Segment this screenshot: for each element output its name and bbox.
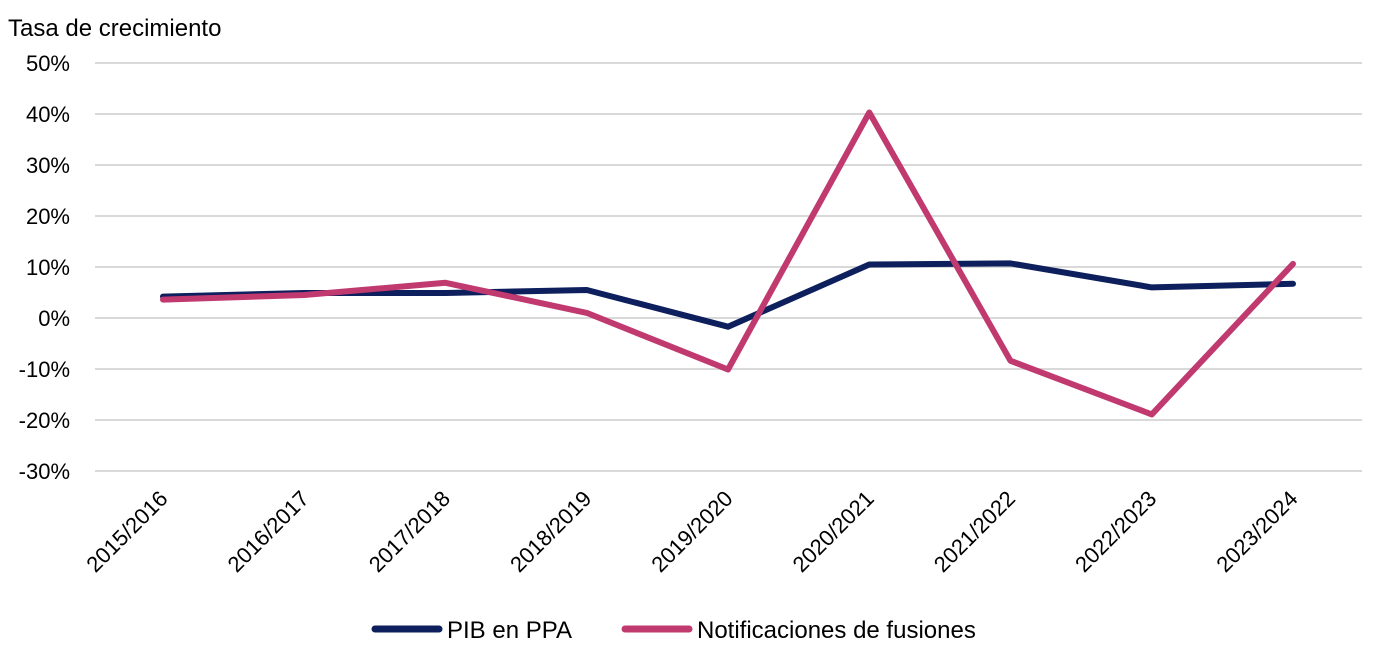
y-tick-label: 20% — [26, 204, 70, 229]
x-tick-label: 2015/2016 — [81, 486, 172, 577]
legend-label: Notificaciones de fusiones — [697, 617, 976, 644]
legend-label: PIB en PPA — [447, 617, 572, 644]
series-line-2 — [160, 109, 1296, 418]
x-tick-label: 2019/2020 — [646, 486, 737, 577]
series-lines — [160, 109, 1296, 418]
x-tick-label: 2020/2021 — [788, 486, 879, 577]
x-tick-label: 2016/2017 — [223, 486, 314, 577]
x-tick-label: 2022/2023 — [1070, 486, 1161, 577]
x-tick-labels: 2015/2016 2016/2017 2017/2018 2018/2019 2019… — [81, 486, 1302, 577]
y-tick-label: -10% — [19, 357, 70, 382]
y-tick-label: 10% — [26, 255, 70, 280]
y-tick-label: 0% — [38, 306, 70, 331]
y-tick-label: 40% — [26, 102, 70, 127]
x-tick-label: 2023/2024 — [1211, 486, 1302, 577]
y-tick-labels: 50% 40% 30% 20% 10% 0% -10% -20% -30% — [19, 51, 70, 484]
y-tick-label: -20% — [19, 408, 70, 433]
x-tick-label: 2017/2018 — [364, 486, 455, 577]
legend: PIB en PPA Notificaciones de fusiones — [371, 617, 976, 644]
x-tick-label: 2021/2022 — [929, 486, 1020, 577]
gridlines — [95, 62, 1362, 472]
y-tick-label: 30% — [26, 153, 70, 178]
y-tick-label: 50% — [26, 51, 70, 76]
x-tick-label: 2018/2019 — [505, 486, 596, 577]
y-tick-label: -30% — [19, 459, 70, 484]
y-axis-label: Tasa de crecimiento — [8, 15, 221, 42]
